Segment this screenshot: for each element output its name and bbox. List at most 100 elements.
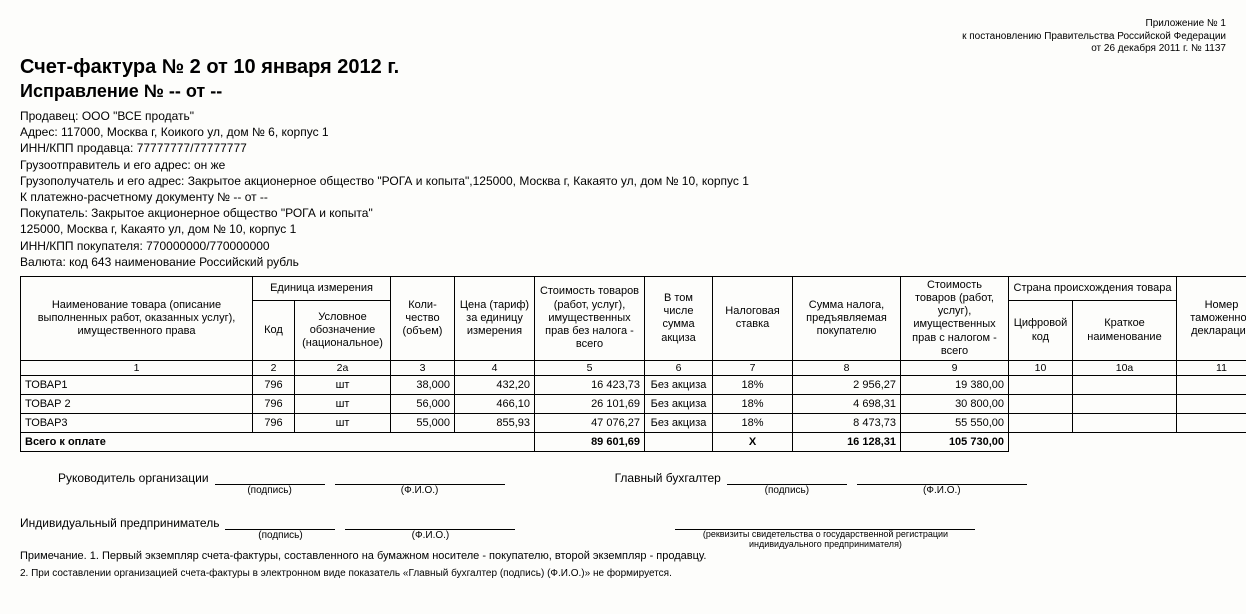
footnotes: Примечание. 1. Первый экземпляр счета-фа… xyxy=(20,550,1226,579)
cell-qty: 55,000 xyxy=(391,414,455,433)
cell-price: 466,10 xyxy=(455,395,535,414)
cell-country-code xyxy=(1009,414,1073,433)
cell-country-name xyxy=(1073,376,1177,395)
num-cell: 8 xyxy=(793,361,901,376)
cell-sum-novat: 26 101,69 xyxy=(535,395,645,414)
info-line: Адрес: 117000, Москва г, Коикого ул, дом… xyxy=(20,124,1226,140)
column-number-row: 1 2 2а 3 4 5 6 7 8 9 10 10а 11 xyxy=(21,361,1246,376)
col-vat: Сумма налога, предъявляемая покупателю xyxy=(793,276,901,360)
signatures-block: Руководитель организации (подпись) (Ф.И.… xyxy=(20,470,1226,530)
cell-price: 432,20 xyxy=(455,376,535,395)
ip-req-caption: (реквизиты свидетельства о государственн… xyxy=(675,530,975,550)
info-line: Грузоотправитель и его адрес: он же xyxy=(20,157,1226,173)
num-cell: 6 xyxy=(645,361,713,376)
col-country-group: Страна происхождения товара xyxy=(1009,276,1177,300)
cell-declaration xyxy=(1177,376,1246,395)
accountant-fio-line: (Ф.И.О.) xyxy=(857,470,1027,485)
num-cell: 4 xyxy=(455,361,535,376)
fio-caption: (Ф.И.О.) xyxy=(345,530,515,541)
header-info-block: Продавец: ООО "ВСЕ продать" Адрес: 11700… xyxy=(20,108,1226,270)
cell-vat: 8 473,73 xyxy=(793,414,901,433)
ip-sign-line: (подпись) xyxy=(225,515,335,530)
num-cell: 2 xyxy=(253,361,295,376)
sign-caption: (подпись) xyxy=(225,530,335,541)
table-row: ТОВАР 2796шт56,000466,1026 101,69Без акц… xyxy=(21,395,1246,414)
cell-unit: шт xyxy=(295,414,391,433)
fio-caption: (Ф.И.О.) xyxy=(857,485,1027,496)
head-sign-line: (подпись) xyxy=(215,470,325,485)
num-cell: 2а xyxy=(295,361,391,376)
cell-qty: 38,000 xyxy=(391,376,455,395)
col-sum-vat: Стоимость товаров (работ, услуг), имущес… xyxy=(901,276,1009,360)
cell-sum-novat: 16 423,73 xyxy=(535,376,645,395)
col-decl: Номер таможенной декларации xyxy=(1177,276,1246,360)
sign-caption: (подпись) xyxy=(215,485,325,496)
cell-price: 855,93 xyxy=(455,414,535,433)
cell-rate: 18% xyxy=(713,414,793,433)
cell-declaration xyxy=(1177,395,1246,414)
cell-sum-vat: 30 800,00 xyxy=(901,395,1009,414)
cell-vat: 4 698,31 xyxy=(793,395,901,414)
num-cell: 5 xyxy=(535,361,645,376)
info-line: К платежно-расчетному документу № -- от … xyxy=(20,189,1226,205)
info-line: Валюта: код 643 наименование Российский … xyxy=(20,254,1226,270)
accountant-sign-line: (подпись) xyxy=(727,470,847,485)
head-fio-line: (Ф.И.О.) xyxy=(335,470,505,485)
col-unit-code: Код xyxy=(253,301,295,361)
cell-declaration xyxy=(1177,414,1246,433)
appendix-line: от 26 декабря 2011 г. № 1137 xyxy=(962,43,1226,56)
info-line: 125000, Москва г, Какаято ул, дом № 10, … xyxy=(20,221,1226,237)
cell-qty: 56,000 xyxy=(391,395,455,414)
cell-country-code xyxy=(1009,376,1073,395)
col-name: Наименование товара (описание выполненны… xyxy=(21,276,253,360)
col-unit-group: Единица измерения xyxy=(253,276,391,300)
col-qty: Коли-чество (объем) xyxy=(391,276,455,360)
num-cell: 9 xyxy=(901,361,1009,376)
table-row: ТОВАР1796шт38,000432,2016 423,73Без акци… xyxy=(21,376,1246,395)
invoice-page: Приложение № 1 к постановлению Правитель… xyxy=(0,0,1246,609)
footnote-line: Примечание. 1. Первый экземпляр счета-фа… xyxy=(20,550,1226,562)
cell-name: ТОВАР3 xyxy=(21,414,253,433)
info-line: Продавец: ООО "ВСЕ продать" xyxy=(20,108,1226,124)
info-line: ИНН/КПП покупателя: 770000000/770000000 xyxy=(20,238,1226,254)
cell-unit: шт xyxy=(295,376,391,395)
cell-country-code xyxy=(1009,395,1073,414)
table-body: ТОВАР1796шт38,000432,2016 423,73Без акци… xyxy=(21,376,1246,433)
num-cell: 3 xyxy=(391,361,455,376)
total-sum-vat: 105 730,00 xyxy=(901,433,1009,452)
cell-name: ТОВАР1 xyxy=(21,376,253,395)
total-label: Всего к оплате xyxy=(21,433,535,452)
num-cell: 7 xyxy=(713,361,793,376)
total-sum-novat: 89 601,69 xyxy=(535,433,645,452)
cell-code: 796 xyxy=(253,414,295,433)
cell-code: 796 xyxy=(253,395,295,414)
col-price: Цена (тариф) за единицу измерения xyxy=(455,276,535,360)
col-unit-name: Условное обозначение (национальное) xyxy=(295,301,391,361)
col-country-name: Краткое наименование xyxy=(1073,301,1177,361)
cell-rate: 18% xyxy=(713,395,793,414)
head-label: Руководитель организации xyxy=(20,471,209,485)
info-line: ИНН/КПП продавца: 77777777/77777777 xyxy=(20,140,1226,156)
cell-sum-novat: 47 076,27 xyxy=(535,414,645,433)
cell-name: ТОВАР 2 xyxy=(21,395,253,414)
total-vat: 16 128,31 xyxy=(793,433,901,452)
num-cell: 11 xyxy=(1177,361,1246,376)
cell-sum-vat: 19 380,00 xyxy=(901,376,1009,395)
cell-excise: Без акциза xyxy=(645,395,713,414)
total-x: X xyxy=(713,433,793,452)
num-cell: 10 xyxy=(1009,361,1073,376)
total-blank xyxy=(1009,433,1246,452)
cell-code: 796 xyxy=(253,376,295,395)
table-row: ТОВАР3796шт55,000855,9347 076,27Без акци… xyxy=(21,414,1246,433)
col-rate: Налоговая ставка xyxy=(713,276,793,360)
cell-vat: 2 956,27 xyxy=(793,376,901,395)
cell-country-name xyxy=(1073,414,1177,433)
num-cell: 1 xyxy=(21,361,253,376)
footnote-line: 2. При составлении организацией счета-фа… xyxy=(20,568,1226,579)
total-row: Всего к оплате 89 601,69 X 16 128,31 105… xyxy=(21,433,1246,452)
info-line: Грузополучатель и его адрес: Закрытое ак… xyxy=(20,173,1226,189)
info-line: Покупатель: Закрытое акционерное обществ… xyxy=(20,205,1226,221)
document-title: Счет-фактура № 2 от 10 января 2012 г. xyxy=(20,56,1226,79)
ip-fio-line: (Ф.И.О.) xyxy=(345,515,515,530)
total-excise xyxy=(645,433,713,452)
